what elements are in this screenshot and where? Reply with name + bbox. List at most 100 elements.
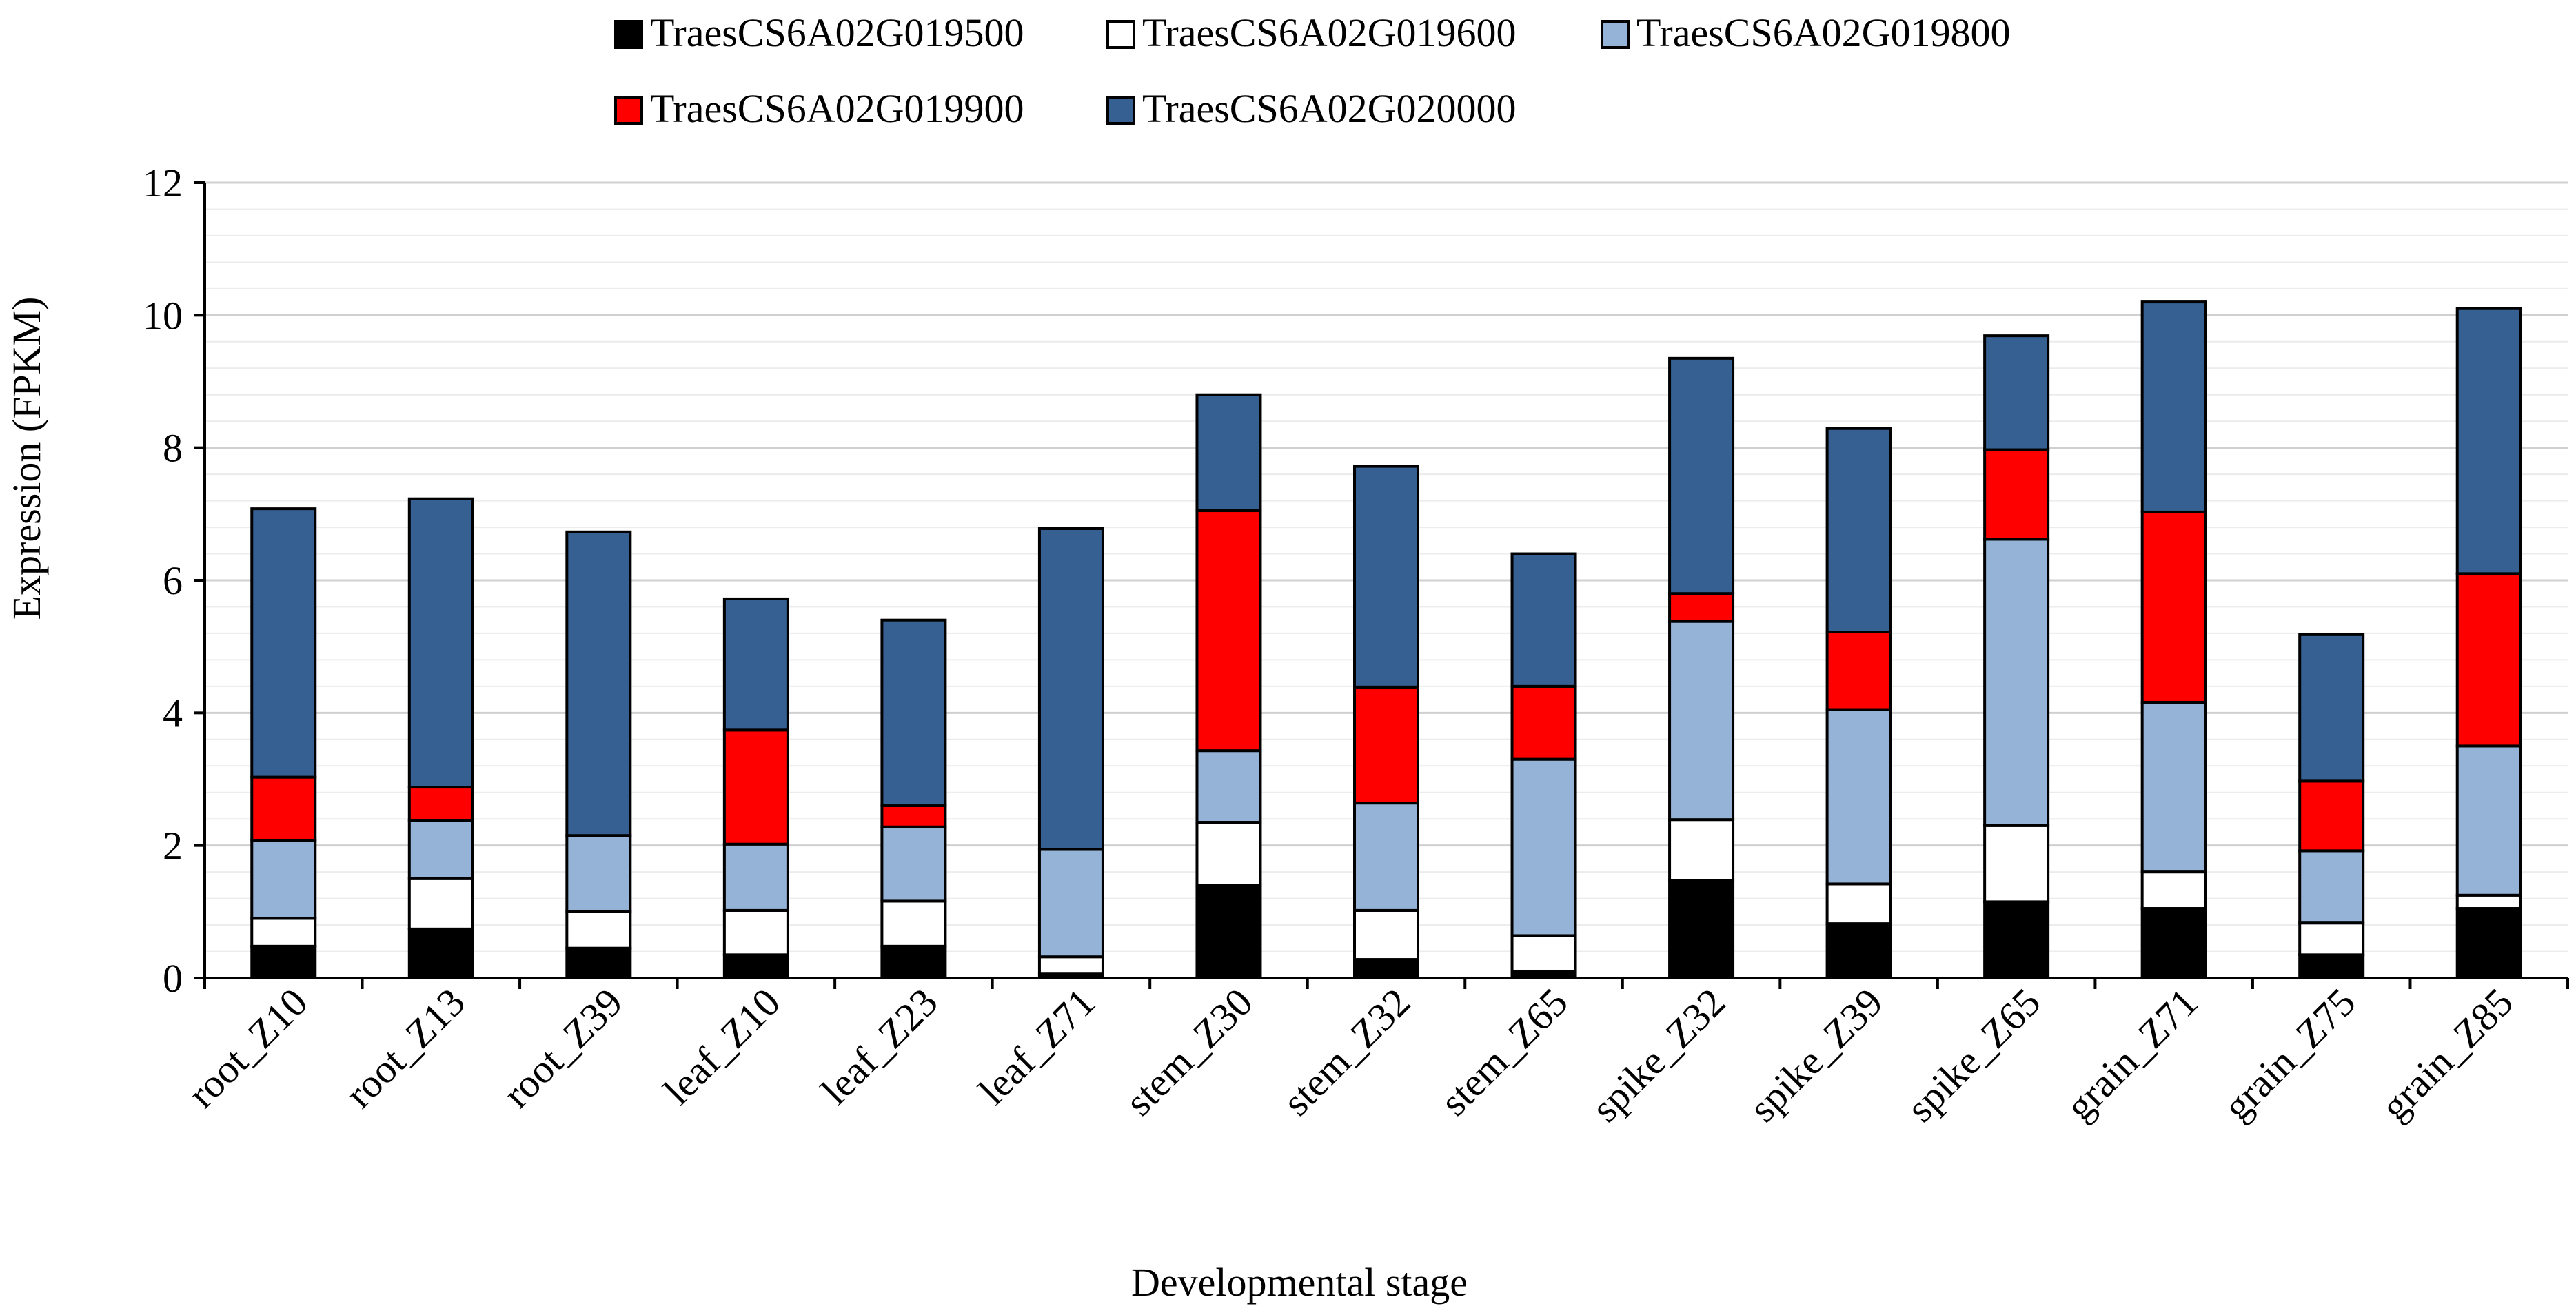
- x-tick-label: grain_Z85: [2372, 979, 2522, 1129]
- bar-segment-spike_Z65-TraesCS6A02G019800: [1983, 538, 2050, 827]
- x-tick-label: root_Z10: [179, 979, 316, 1117]
- legend-swatch: [1601, 20, 1630, 49]
- bar-segment-grain_Z75-TraesCS6A02G020000: [2298, 633, 2365, 783]
- y-tick-label: 6: [163, 558, 183, 603]
- bar-segment-grain_Z75-TraesCS6A02G019900: [2298, 779, 2365, 853]
- bar-segment-spike_Z39-TraesCS6A02G019600: [1825, 882, 1892, 926]
- bar-segment-leaf_Z10-TraesCS6A02G020000: [722, 597, 789, 732]
- bar-segment-root_Z10-TraesCS6A02G019800: [250, 838, 317, 920]
- x-tick-label: root_Z13: [336, 979, 474, 1117]
- bar-segment-grain_Z85-TraesCS6A02G019600: [2455, 893, 2522, 910]
- legend-label: TraesCS6A02G020000: [1142, 86, 1516, 131]
- y-tick-label: 4: [163, 691, 183, 735]
- legend-swatch: [614, 20, 643, 49]
- y-tick-label: 2: [163, 824, 183, 868]
- bar-segment-stem_Z65-TraesCS6A02G020000: [1510, 552, 1577, 688]
- bar-segment-leaf_Z23-TraesCS6A02G020000: [880, 618, 947, 807]
- bar-segment-spike_Z32-TraesCS6A02G020000: [1668, 356, 1735, 595]
- bar-segment-grain_Z71-TraesCS6A02G019600: [2140, 870, 2207, 910]
- bar-stacks: [250, 300, 2522, 980]
- axes: [194, 181, 2569, 989]
- bar-segment-root_Z13-TraesCS6A02G019600: [407, 877, 474, 930]
- bar-segment-root_Z13-TraesCS6A02G020000: [407, 497, 474, 789]
- legend-swatch: [1106, 20, 1135, 49]
- bar-segment-spike_Z32-TraesCS6A02G019600: [1668, 818, 1735, 882]
- bar-segment-spike_Z39-TraesCS6A02G019800: [1825, 708, 1892, 886]
- x-tick-label: stem_Z32: [1274, 979, 1419, 1124]
- x-tick-label: leaf_Z23: [813, 979, 946, 1113]
- y-tick-label: 10: [143, 293, 183, 338]
- bar-segment-leaf_Z10-TraesCS6A02G019900: [722, 728, 789, 846]
- bar-segment-root_Z39-TraesCS6A02G019500: [565, 946, 632, 979]
- bar-segment-stem_Z32-TraesCS6A02G020000: [1353, 465, 1419, 689]
- x-tick-label: stem_Z65: [1432, 979, 1576, 1124]
- bar-segment-stem_Z30-TraesCS6A02G019600: [1195, 821, 1262, 887]
- bar-segment-grain_Z71-TraesCS6A02G019900: [2140, 510, 2207, 704]
- x-tick-label: leaf_Z10: [655, 979, 789, 1113]
- bar-segment-spike_Z65-TraesCS6A02G019600: [1983, 824, 2050, 904]
- x-tick-label: grain_Z75: [2215, 979, 2364, 1129]
- bar-segment-leaf_Z10-TraesCS6A02G019600: [722, 908, 789, 957]
- y-tick-label: 8: [163, 426, 183, 471]
- bar-segment-grain_Z71-TraesCS6A02G019500: [2140, 907, 2207, 980]
- x-tick-label: spike_Z39: [1741, 979, 1892, 1130]
- x-tick-label: leaf_Z71: [970, 979, 1104, 1113]
- bar-segment-stem_Z30-TraesCS6A02G020000: [1195, 393, 1262, 513]
- bar-segment-grain_Z85-TraesCS6A02G019500: [2455, 907, 2522, 980]
- bar-segment-grain_Z85-TraesCS6A02G020000: [2455, 307, 2522, 575]
- bar-segment-spike_Z32-TraesCS6A02G019900: [1668, 592, 1735, 623]
- bar-segment-leaf_Z71-TraesCS6A02G020000: [1037, 527, 1104, 851]
- bar-segment-spike_Z65-TraesCS6A02G020000: [1983, 334, 2050, 451]
- bar-segment-spike_Z65-TraesCS6A02G019500: [1983, 900, 2050, 979]
- bar-segment-stem_Z30-TraesCS6A02G019900: [1195, 509, 1262, 753]
- bar-segment-spike_Z32-TraesCS6A02G019800: [1668, 620, 1735, 822]
- bar-segment-grain_Z71-TraesCS6A02G019800: [2140, 700, 2207, 874]
- bar-segment-root_Z39-TraesCS6A02G020000: [565, 530, 632, 837]
- legend: TraesCS6A02G019500 TraesCS6A02G019600 Trae…: [614, 10, 2010, 131]
- bar-segment-root_Z13-TraesCS6A02G019500: [407, 927, 474, 979]
- bar-segment-stem_Z65-TraesCS6A02G019900: [1510, 684, 1577, 761]
- bar-segment-root_Z13-TraesCS6A02G019800: [407, 819, 474, 880]
- bar-segment-stem_Z32-TraesCS6A02G019900: [1353, 685, 1419, 805]
- x-tick-label: stem_Z30: [1117, 979, 1261, 1124]
- bar-segment-grain_Z85-TraesCS6A02G019900: [2455, 572, 2522, 748]
- legend-label: TraesCS6A02G019800: [1636, 10, 2010, 55]
- bar-segment-root_Z10-TraesCS6A02G020000: [250, 507, 317, 779]
- bar-segment-stem_Z32-TraesCS6A02G019500: [1353, 958, 1419, 980]
- bar-segment-grain_Z71-TraesCS6A02G020000: [2140, 300, 2207, 513]
- bar-segment-stem_Z30-TraesCS6A02G019800: [1195, 749, 1262, 824]
- bar-segment-grain_Z75-TraesCS6A02G019500: [2298, 953, 2365, 980]
- y-axis-title: Expression (FPKM): [4, 297, 49, 620]
- bar-segment-root_Z10-TraesCS6A02G019900: [250, 775, 317, 842]
- bar-segment-spike_Z32-TraesCS6A02G019500: [1668, 879, 1735, 980]
- bar-segment-stem_Z65-TraesCS6A02G019800: [1510, 757, 1577, 937]
- bar-segment-root_Z39-TraesCS6A02G019600: [565, 910, 632, 950]
- bar-segment-leaf_Z23-TraesCS6A02G019600: [880, 899, 947, 948]
- bar-segment-root_Z10-TraesCS6A02G019600: [250, 917, 317, 948]
- bar-segment-leaf_Z23-TraesCS6A02G019500: [880, 944, 947, 979]
- x-tick-label: root_Z39: [494, 979, 631, 1117]
- bar-segment-spike_Z39-TraesCS6A02G019500: [1825, 922, 1892, 979]
- bar-segment-leaf_Z10-TraesCS6A02G019500: [722, 953, 789, 980]
- x-tick-label: grain_Z71: [2057, 979, 2207, 1129]
- legend-label: TraesCS6A02G019500: [650, 10, 1024, 55]
- legend-label: TraesCS6A02G019900: [650, 86, 1024, 131]
- bar-segment-root_Z39-TraesCS6A02G019800: [565, 834, 632, 913]
- bar-segment-leaf_Z23-TraesCS6A02G019800: [880, 825, 947, 903]
- bar-segment-spike_Z39-TraesCS6A02G019900: [1825, 631, 1892, 711]
- bar-segment-stem_Z32-TraesCS6A02G019800: [1353, 802, 1419, 912]
- bar-segment-stem_Z65-TraesCS6A02G019600: [1510, 934, 1577, 973]
- x-axis-title: Developmental stage: [1131, 1260, 1468, 1305]
- bar-segment-grain_Z85-TraesCS6A02G019800: [2455, 744, 2522, 897]
- x-tick-label: spike_Z65: [1898, 979, 2049, 1130]
- x-tick-label: spike_Z32: [1583, 979, 1734, 1130]
- bar-segment-root_Z13-TraesCS6A02G019900: [407, 786, 474, 822]
- bar-segment-spike_Z65-TraesCS6A02G019900: [1983, 448, 2050, 541]
- bar-segment-leaf_Z71-TraesCS6A02G019600: [1037, 955, 1104, 976]
- y-tick-label: 12: [143, 161, 183, 205]
- legend-swatch: [614, 96, 643, 125]
- bar-segment-grain_Z75-TraesCS6A02G019800: [2298, 849, 2365, 925]
- bar-segment-root_Z10-TraesCS6A02G019500: [250, 944, 317, 979]
- bar-segment-spike_Z39-TraesCS6A02G020000: [1825, 427, 1892, 634]
